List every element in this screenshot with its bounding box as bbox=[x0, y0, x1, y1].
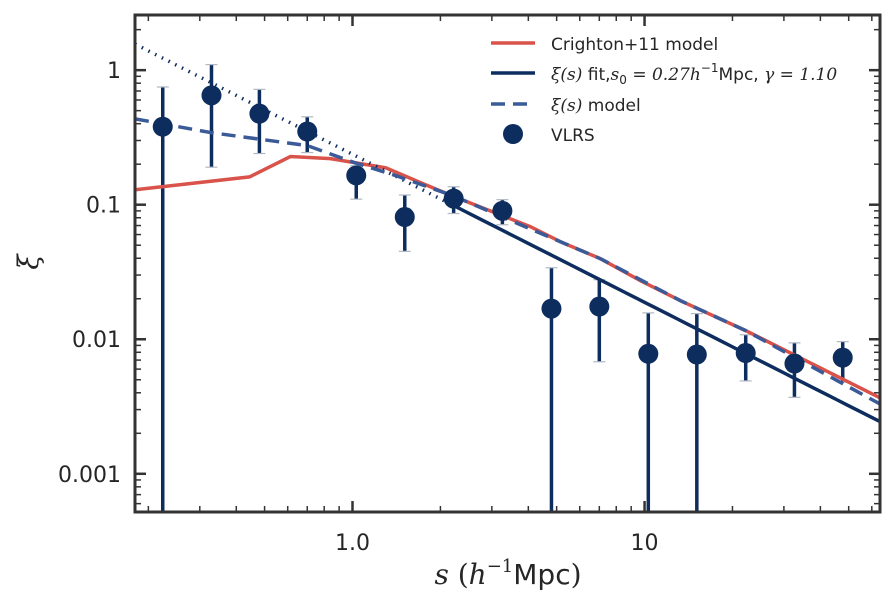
vlrs-errorbars bbox=[156, 63, 849, 512]
x-tick-label: 10 bbox=[631, 531, 659, 556]
y-axis-label: ξ bbox=[12, 253, 45, 270]
vlrs-point bbox=[735, 343, 756, 364]
xi-model-dashed-line bbox=[135, 117, 880, 406]
vlrs-point bbox=[201, 85, 222, 106]
vlrs-point bbox=[541, 298, 562, 319]
vlrs-point bbox=[297, 121, 318, 142]
legend-swatch-vlrs bbox=[503, 124, 523, 144]
axes-frame bbox=[133, 13, 882, 514]
vlrs-point bbox=[832, 347, 853, 368]
y-tick-label: 0.1 bbox=[86, 194, 121, 219]
x-axis-label: s (h−1Mpc) bbox=[434, 556, 581, 591]
y-tick-label: 0.01 bbox=[72, 328, 121, 353]
vlrs-points bbox=[152, 85, 853, 374]
vlrs-point bbox=[249, 103, 270, 124]
vlrs-point bbox=[394, 207, 415, 228]
y-tick-label: 1 bbox=[107, 59, 121, 84]
legend-label-vlrs: VLRS bbox=[551, 126, 595, 146]
vlrs-point bbox=[492, 200, 513, 221]
x-tick-label: 1.0 bbox=[335, 531, 370, 556]
legend-label-model: ξ(s) model bbox=[551, 96, 641, 116]
vlrs-point bbox=[152, 116, 173, 137]
vlrs-point bbox=[784, 353, 805, 374]
vlrs-point bbox=[443, 188, 464, 209]
legend-label-fit: ξ(s) fit,s0 = 0.27h−1Mpc, γ = 1.10 bbox=[551, 61, 837, 87]
legend: Crighton+11 model ξ(s) fit,s0 = 0.27h−1M… bbox=[491, 35, 837, 146]
y-tick-label: 0.001 bbox=[58, 463, 121, 488]
fit-line-solid bbox=[452, 204, 880, 424]
vlrs-point bbox=[638, 343, 659, 364]
vlrs-point bbox=[589, 296, 610, 317]
plot-area bbox=[135, 42, 880, 512]
legend-label-crighton: Crighton+11 model bbox=[551, 35, 718, 55]
vlrs-point bbox=[346, 165, 367, 186]
tick-labels: 1.0 10 1 0.1 0.01 0.001 bbox=[58, 59, 659, 556]
vlrs-point bbox=[686, 344, 707, 365]
